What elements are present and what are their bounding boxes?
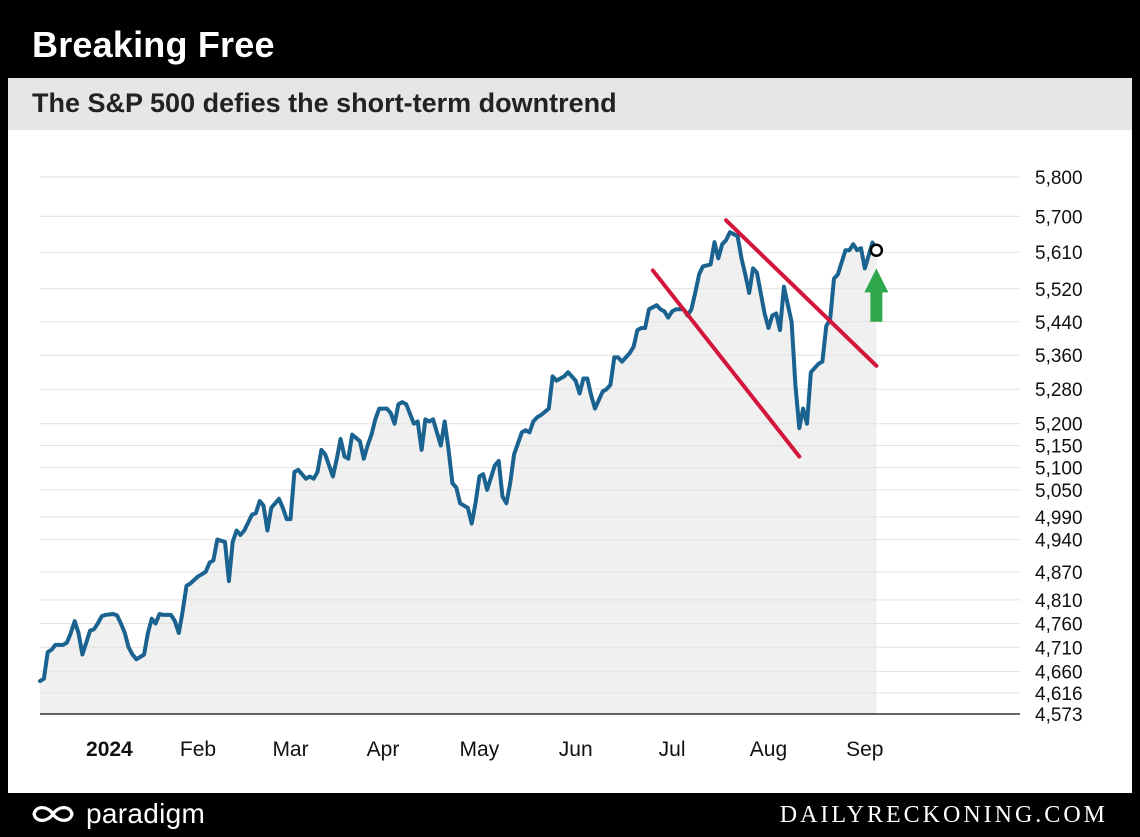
series-line [38,230,879,684]
line-chart: 5,800 5,700 5,610 5,520 5,440 5,360 5,280 5,200… [38,168,1083,761]
y-tick-label: 4,870 [1035,563,1083,584]
y-tick-label: 4,710 [1035,638,1083,659]
y-tick-label: 4,573 [1035,705,1083,726]
area-fill [40,232,877,714]
footer: paradigm DAILYRECKONING.COM [8,793,1132,837]
y-tick-label: 5,520 [1035,280,1083,301]
y-tick-label: 5,700 [1035,207,1083,228]
chart-title: Breaking Free [32,24,275,65]
y-tick-label: 5,280 [1035,380,1083,401]
y-tick-label: 5,360 [1035,346,1083,367]
y-tick-label: 4,660 [1035,662,1083,683]
up-arrow-icon [864,268,889,322]
footer-site: DAILYRECKONING.COM [779,802,1108,828]
x-tick-label: Jul [659,738,686,761]
upper-channel-line [724,218,879,368]
y-tick-label: 5,100 [1035,459,1083,480]
paradigm-logo: paradigm [30,798,206,829]
plot-area: 5,800 5,700 5,610 5,520 5,440 5,360 5,280 5,200… [8,130,1132,793]
x-tick-label: Aug [750,738,787,761]
y-tick-label: 5,440 [1035,313,1083,334]
y-tick-label: 5,800 [1035,168,1083,189]
lower-channel-line [650,268,802,459]
x-tick-label: Mar [272,738,308,761]
x-tick-label: May [460,738,500,761]
y-tick-label: 4,940 [1035,531,1083,552]
y-tick-label: 5,150 [1035,437,1083,458]
footer-brand: paradigm [86,798,206,829]
y-tick-label: 5,200 [1035,415,1083,436]
y-tick-label: 5,610 [1035,243,1083,264]
x-tick-label: 2024 [86,738,133,761]
infinity-logo-icon [32,806,74,822]
y-tick-label: 4,616 [1035,684,1083,705]
x-tick-label: Jun [559,738,593,761]
chart-subtitle: The S&P 500 defies the short-term downtr… [32,88,617,118]
x-tick-label: Feb [180,738,216,761]
x-tick-label: Sep [846,738,883,761]
x-tick-label: Apr [367,738,400,761]
title-bar: Breaking Free [8,8,1132,78]
subtitle-bar: The S&P 500 defies the short-term downtr… [8,78,1132,130]
y-tick-label: 4,810 [1035,591,1083,612]
y-tick-label: 4,990 [1035,508,1083,529]
y-tick-label: 5,050 [1035,481,1083,502]
y-tick-label: 4,760 [1035,614,1083,635]
last-value-marker [869,243,884,257]
